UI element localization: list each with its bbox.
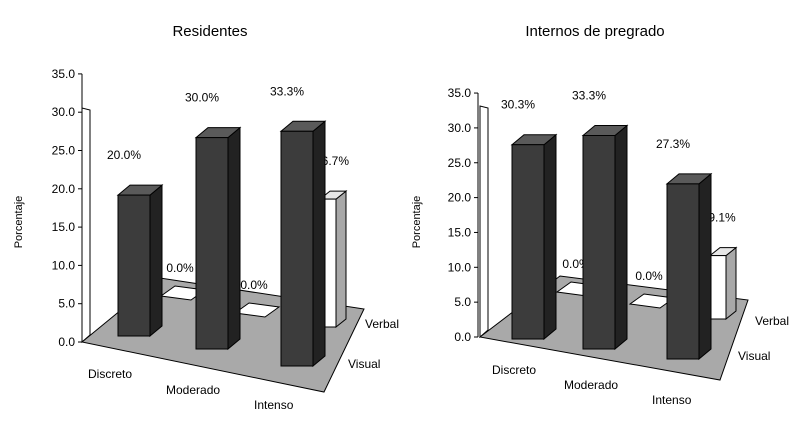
x-category-label: Moderado bbox=[564, 378, 618, 392]
data-label-verbal: 9.1% bbox=[708, 211, 736, 225]
x-category-label: Discreto bbox=[492, 363, 536, 377]
data-label-visual: 20.0% bbox=[107, 148, 141, 162]
bar-verbal-2-side bbox=[335, 190, 347, 329]
data-label-visual: 30.3% bbox=[501, 98, 535, 112]
bar-visual-2 bbox=[665, 172, 713, 361]
data-label-verbal: 0.0% bbox=[166, 261, 194, 275]
chart-title: Internos de pregrado bbox=[525, 23, 664, 40]
y-tick-label: 35.0 bbox=[448, 86, 472, 100]
data-label-visual: 30.0% bbox=[185, 91, 219, 105]
data-label-visual: 33.3% bbox=[270, 84, 304, 98]
bar-visual-2-front bbox=[280, 130, 314, 367]
bar-visual-0 bbox=[510, 133, 558, 341]
bar-visual-2-side bbox=[312, 120, 326, 368]
back-wall bbox=[81, 107, 91, 344]
bar-visual-2-front bbox=[666, 183, 700, 360]
bar-verbal-2-front bbox=[709, 255, 727, 320]
chart-residentes: Residentes 0.0 5.0 10.0 15.0 20.0 25.0 30.0 35.0… bbox=[13, 23, 399, 412]
y-tick-label: 20.0 bbox=[52, 182, 76, 196]
chart-title: Residentes bbox=[172, 23, 247, 40]
bar-visual-2 bbox=[279, 120, 327, 368]
depth-axis-label: Visual bbox=[738, 349, 770, 363]
y-tick-label: 5.0 bbox=[454, 295, 471, 309]
chart-internos-de-pregrado: Internos de pregrado 0.0 5.0 10.0 15.0 20.0 25… bbox=[411, 23, 789, 407]
bar-verbal-2 bbox=[708, 246, 738, 321]
y-axis-title: Porcentaje bbox=[411, 196, 423, 249]
y-tick-label: 5.0 bbox=[58, 297, 75, 311]
data-label-visual: 33.3% bbox=[572, 88, 606, 102]
data-label-visual: 27.3% bbox=[656, 137, 690, 151]
bar-visual-1-side bbox=[614, 124, 628, 351]
y-tick-label: 10.0 bbox=[52, 258, 76, 272]
back-wall bbox=[479, 105, 489, 339]
y-tick-label: 25.0 bbox=[448, 156, 472, 170]
y-tick-label: 0.0 bbox=[58, 335, 75, 349]
bar-visual-1 bbox=[581, 124, 629, 351]
y-tick-label: 35.0 bbox=[52, 67, 76, 81]
bar-visual-1 bbox=[194, 126, 242, 351]
bar-visual-0-side bbox=[543, 133, 557, 341]
y-tick-label: 15.0 bbox=[448, 225, 472, 239]
depth-axis-label: Visual bbox=[348, 357, 380, 371]
y-tick-label: 0.0 bbox=[454, 330, 471, 344]
depth-axis-label: Verbal bbox=[755, 314, 789, 328]
y-tick-label: 15.0 bbox=[52, 220, 76, 234]
bar-verbal-1 bbox=[233, 302, 281, 318]
y-tick-label: 30.0 bbox=[448, 121, 472, 135]
bar-visual-0-front bbox=[511, 144, 545, 340]
x-category-label: Intenso bbox=[254, 398, 294, 412]
x-category-label: Discreto bbox=[88, 367, 132, 381]
bar-visual-0-front bbox=[117, 194, 151, 337]
x-category-label: Intenso bbox=[652, 393, 692, 407]
y-tick-label: 10.0 bbox=[448, 260, 472, 274]
bar-verbal-2-side bbox=[725, 246, 737, 321]
bar-visual-0 bbox=[116, 184, 164, 338]
bar-visual-1-side bbox=[227, 126, 241, 351]
bar-visual-2-side bbox=[698, 172, 712, 361]
y-tick-label: 30.0 bbox=[52, 105, 76, 119]
y-tick-label: 20.0 bbox=[448, 191, 472, 205]
data-label-verbal: 0.0% bbox=[240, 278, 268, 292]
bar-visual-1-front bbox=[195, 137, 229, 350]
data-label-verbal: 0.0% bbox=[635, 269, 663, 283]
bar-visual-0-side bbox=[149, 184, 163, 338]
x-category-label: Moderado bbox=[166, 383, 220, 397]
bar-visual-1-front bbox=[582, 135, 616, 350]
depth-axis-label: Verbal bbox=[365, 317, 399, 331]
y-tick-label: 25.0 bbox=[52, 144, 76, 158]
y-axis-title: Porcentaje bbox=[13, 196, 25, 249]
